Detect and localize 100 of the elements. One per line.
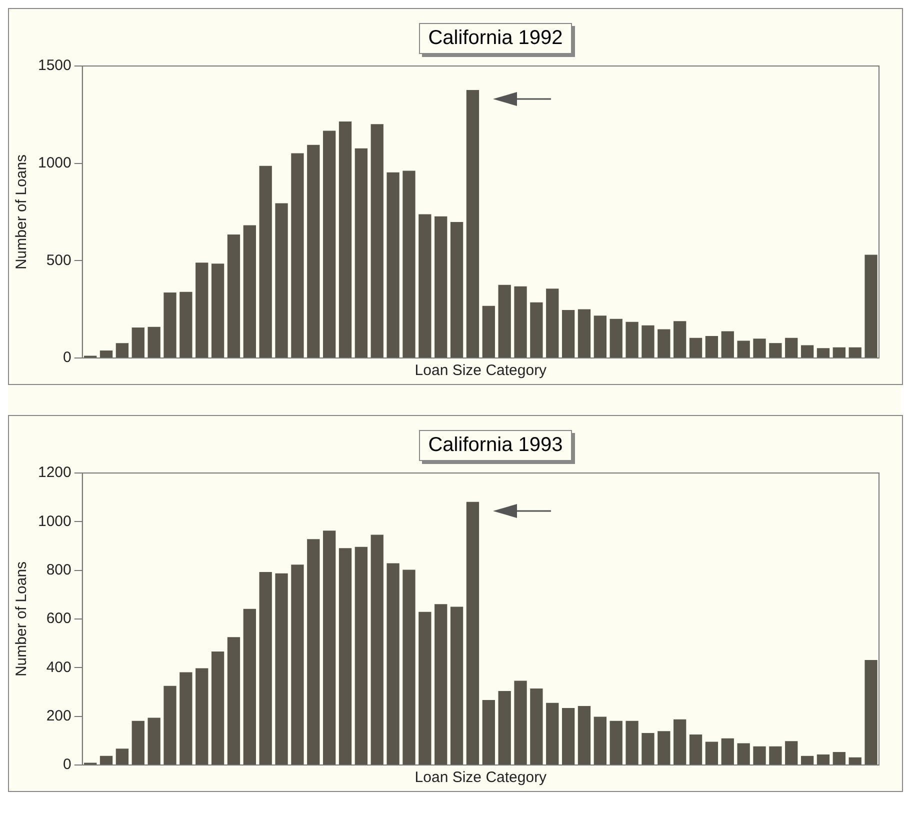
bar bbox=[546, 702, 559, 765]
bar bbox=[196, 668, 208, 765]
bar bbox=[769, 746, 782, 765]
bar bbox=[594, 716, 607, 765]
y-tick-label: 600 bbox=[46, 610, 72, 628]
bar bbox=[816, 754, 830, 765]
bar bbox=[562, 310, 575, 358]
bar bbox=[116, 343, 129, 358]
y-tick-label: 0 bbox=[63, 756, 72, 774]
bar bbox=[322, 530, 336, 765]
bar bbox=[785, 741, 798, 765]
bar bbox=[578, 309, 591, 358]
bar bbox=[259, 166, 272, 358]
bar bbox=[658, 329, 670, 358]
bar bbox=[864, 254, 878, 358]
bar bbox=[354, 546, 368, 765]
bar bbox=[642, 733, 654, 765]
bar bbox=[642, 325, 654, 358]
bar bbox=[848, 347, 862, 358]
bar bbox=[148, 326, 160, 358]
bar bbox=[386, 172, 400, 358]
y-tick-label: 1000 bbox=[38, 154, 72, 172]
bar bbox=[100, 756, 113, 765]
bar bbox=[164, 686, 176, 765]
bar bbox=[610, 720, 622, 765]
bar bbox=[227, 637, 240, 765]
bar bbox=[291, 564, 304, 765]
chart-title: California 1992 bbox=[419, 23, 572, 54]
bar bbox=[259, 572, 272, 765]
bar bbox=[418, 612, 432, 765]
bar bbox=[434, 216, 448, 358]
bar bbox=[737, 743, 750, 765]
bar bbox=[180, 292, 192, 358]
bar bbox=[291, 153, 304, 358]
y-tick-label: 1200 bbox=[38, 464, 72, 482]
bar bbox=[816, 348, 830, 358]
bar bbox=[196, 262, 208, 358]
bar bbox=[514, 680, 527, 765]
bar bbox=[514, 286, 527, 358]
bar bbox=[610, 318, 622, 358]
bar bbox=[769, 343, 782, 358]
y-tick-label: 800 bbox=[46, 561, 72, 578]
bar bbox=[705, 742, 718, 765]
bar bbox=[307, 539, 320, 765]
bar bbox=[116, 748, 129, 765]
bar bbox=[721, 738, 734, 765]
x-axis-title: Loan Size Category bbox=[414, 362, 548, 380]
bar bbox=[370, 534, 384, 765]
bar bbox=[658, 731, 670, 765]
bar bbox=[338, 548, 352, 765]
bar bbox=[800, 756, 814, 765]
bar bbox=[482, 700, 495, 765]
bar bbox=[434, 604, 448, 765]
bar bbox=[466, 502, 480, 765]
bar bbox=[832, 752, 846, 765]
bar bbox=[753, 746, 766, 765]
bar bbox=[338, 122, 352, 358]
bar bbox=[498, 690, 511, 765]
bar bbox=[402, 170, 416, 358]
bar bbox=[594, 316, 607, 358]
bar bbox=[753, 338, 766, 358]
y-tick-label: 1000 bbox=[38, 512, 72, 530]
bar bbox=[243, 225, 256, 358]
bar bbox=[100, 350, 113, 358]
bar bbox=[227, 234, 240, 358]
x-axis-title: Loan Size Category bbox=[414, 769, 548, 786]
bar bbox=[450, 222, 464, 358]
bar bbox=[689, 338, 702, 358]
bar bbox=[180, 672, 192, 765]
bar bbox=[864, 660, 878, 765]
bar bbox=[530, 302, 543, 358]
y-axis-title: Number of Loans bbox=[13, 154, 30, 270]
bar bbox=[211, 264, 224, 358]
bar bbox=[450, 606, 464, 765]
bar bbox=[848, 757, 862, 765]
bar bbox=[354, 148, 368, 358]
bar bbox=[402, 570, 416, 765]
bar bbox=[737, 340, 750, 358]
bar bbox=[498, 284, 511, 358]
bar bbox=[689, 734, 702, 765]
bar bbox=[785, 338, 798, 358]
bar bbox=[370, 124, 384, 358]
y-tick-label: 0 bbox=[63, 349, 72, 366]
bar bbox=[307, 144, 320, 358]
bar bbox=[482, 306, 495, 358]
chart-title: California 1993 bbox=[419, 430, 572, 461]
bar bbox=[243, 608, 256, 765]
y-tick-label: 1500 bbox=[38, 57, 72, 74]
bar bbox=[674, 321, 686, 358]
y-tick-label: 500 bbox=[46, 252, 72, 269]
bar bbox=[721, 331, 734, 358]
bar bbox=[800, 345, 814, 358]
bar bbox=[626, 720, 638, 765]
bar bbox=[562, 708, 575, 765]
y-tick-label: 200 bbox=[46, 707, 72, 724]
bar bbox=[148, 718, 160, 765]
bar bbox=[626, 322, 638, 358]
bar bbox=[418, 214, 432, 358]
bar bbox=[530, 688, 543, 765]
bar bbox=[275, 203, 288, 358]
